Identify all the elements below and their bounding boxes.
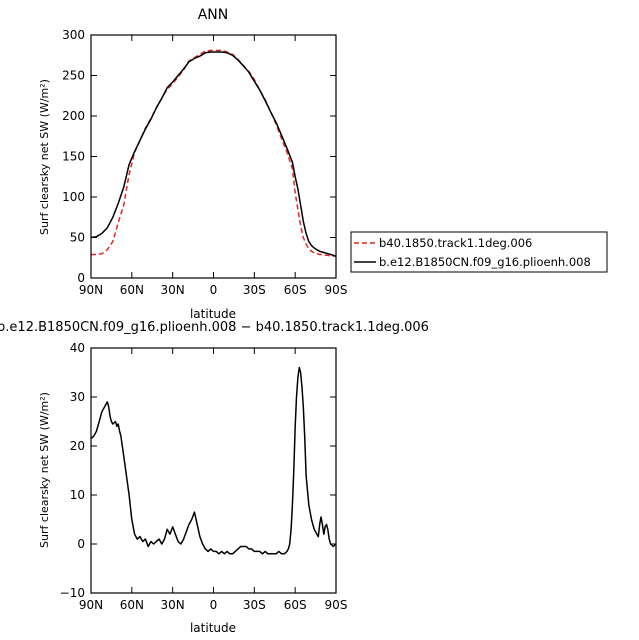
top-plot-frame [90,34,337,279]
top-y-ticks: 0 50 100 150 200 250 300 [62,28,336,285]
top-y-tick-label: 100 [62,190,85,204]
bottom-x-tick-label: 90N [79,598,103,612]
legend-box [350,231,608,273]
legend-label-black: b.e12.B1850CN.f09_g16.plioenh.008 [379,255,591,269]
legend-label-red: b40.1850.track1.1deg.006 [379,236,532,250]
top-x-tick-label: 60S [284,283,307,297]
top-x-tick-label: 0 [210,283,218,297]
top-x-tick-label: 60N [120,283,144,297]
bottom-panel: b.e12.B1850CN.f09_g16.plioenh.008 − b40.… [0,320,429,635]
bottom-title: b.e12.B1850CN.f09_g16.plioenh.008 − b40.… [0,320,429,335]
top-y-tick-label: 300 [62,28,85,42]
top-panel: ANN Surf clearsky net SW (W/m²) 0 50 100 15… [38,7,347,321]
bottom-xlabel: latitude [190,621,236,635]
bottom-y-tick-label: 30 [70,390,85,404]
bottom-y-tick-label: 0 [77,537,85,551]
bottom-x-ticks: 90N 60N 30N 0 30S 60S 90S [79,348,348,612]
bottom-y-tick-label: 40 [70,341,85,355]
bottom-series-line-black-solid [90,366,337,555]
top-series-line-red-dashed [91,49,336,257]
bottom-x-tick-label: 90S [325,598,348,612]
bottom-y-tick-label: −10 [60,586,85,600]
bottom-series-group [90,366,337,555]
bottom-x-tick-label: 30N [161,598,185,612]
bottom-x-tick-label: 60S [284,598,307,612]
top-xlabel: latitude [190,307,236,321]
bottom-plot-frame [90,347,337,594]
bottom-y-tick-label: 20 [70,439,85,453]
top-y-tick-label: 50 [70,231,85,245]
top-y-tick-label: 200 [62,109,85,123]
top-series-line-black-solid [90,51,337,257]
top-y-tick-label: 250 [62,69,85,83]
top-y-tick-label: 150 [62,150,85,164]
top-x-ticks: 90N 60N 30N 0 30S 60S 90S [79,35,348,297]
top-series-group [90,49,337,257]
top-x-tick-label: 90N [79,283,103,297]
bottom-x-tick-label: 60N [120,598,144,612]
legend: b40.1850.track1.1deg.006 b.e12.B1850CN.f… [350,231,608,273]
bottom-ylabel: Surf clearsky net SW (W/m²) [38,392,51,548]
top-title: ANN [198,7,229,23]
bottom-x-tick-label: 30S [243,598,266,612]
top-x-tick-label: 30N [161,283,185,297]
top-y-tick-label: 0 [77,271,85,285]
bottom-y-tick-label: 10 [70,488,85,502]
bottom-x-tick-label: 0 [210,598,218,612]
top-x-tick-label: 90S [325,283,348,297]
bottom-y-ticks: −10 0 10 20 30 40 [60,341,336,600]
top-x-tick-label: 30S [243,283,266,297]
top-ylabel: Surf clearsky net SW (W/m²) [38,79,51,235]
